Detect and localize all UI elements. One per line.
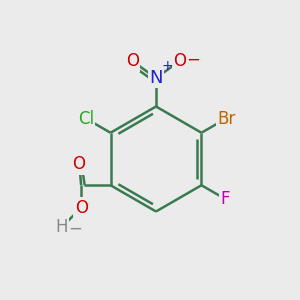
Text: N: N — [149, 69, 163, 87]
Text: Cl: Cl — [78, 110, 94, 128]
Text: Br: Br — [217, 110, 235, 128]
Text: O: O — [126, 52, 139, 70]
Text: −: − — [68, 220, 82, 238]
Text: −: − — [186, 51, 200, 69]
Text: +: + — [161, 58, 173, 73]
Text: F: F — [220, 190, 230, 208]
Text: H: H — [56, 218, 68, 236]
Text: O: O — [75, 199, 88, 217]
Text: O: O — [72, 155, 85, 173]
Text: O: O — [173, 52, 186, 70]
